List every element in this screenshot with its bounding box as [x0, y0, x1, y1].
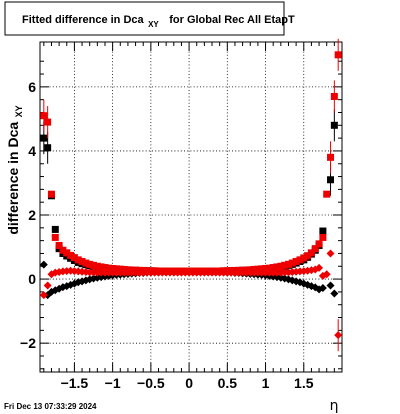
data-markers: [39, 38, 343, 352]
y-axis-label-subscript: XY: [14, 105, 24, 117]
data-point-square: [304, 252, 312, 260]
data-point-square: [319, 233, 327, 241]
data-point-diamond: [318, 284, 327, 293]
data-point-diamond: [326, 281, 335, 290]
data-point-square: [59, 246, 67, 254]
x-tick-label: −1: [105, 375, 121, 391]
data-point-square: [307, 249, 315, 257]
data-point-square: [90, 261, 98, 269]
data-point-square: [311, 245, 319, 253]
x-tick-label: 0: [185, 375, 193, 391]
x-tick-label: −0.5: [137, 375, 165, 391]
data-point-square: [101, 264, 109, 272]
y-axis-label: difference in Dca: [5, 122, 21, 235]
data-point-diamond: [326, 249, 335, 258]
data-point-square: [281, 261, 289, 269]
data-point-square: [82, 259, 90, 267]
footer-timestamp: Fri Dec 13 07:33:29 2024: [4, 402, 97, 411]
data-point-diamond: [330, 289, 339, 298]
plot-frame: [39, 41, 343, 373]
data-point-square: [74, 256, 82, 264]
data-point-square: [97, 263, 105, 271]
data-point-square: [67, 251, 75, 259]
data-point-square: [262, 265, 270, 273]
data-point-square: [70, 254, 78, 262]
series-3: [39, 249, 343, 352]
data-point-square: [323, 190, 331, 198]
x-axis-label: η: [330, 398, 339, 414]
data-point-square: [273, 263, 281, 271]
grid: [40, 42, 342, 372]
y-tick-label: 0: [28, 271, 36, 287]
data-point-square: [78, 257, 86, 265]
data-point-square: [63, 249, 71, 257]
data-point-square: [44, 144, 52, 152]
data-point-diamond: [322, 270, 331, 279]
y-axis-title: difference in Dca XY: [5, 105, 24, 234]
axis-ticks: [40, 42, 342, 372]
data-point-square: [319, 227, 327, 235]
chart-title-subscript: XY: [148, 20, 159, 29]
chart-title: Fitted difference in Dca: [22, 14, 145, 26]
data-point-square: [44, 118, 52, 126]
data-point-diamond: [334, 331, 343, 340]
data-point-square: [288, 259, 296, 267]
data-point-square: [284, 260, 292, 268]
y-tick-label: 2: [28, 207, 36, 223]
data-point-square: [277, 262, 285, 270]
svg-text:Fitted difference in Dca: Fitted difference in Dca XY for Global R…: [22, 10, 295, 31]
series-2: [40, 38, 342, 275]
data-point-square: [315, 240, 323, 248]
data-point-diamond: [43, 281, 52, 290]
data-point-square: [40, 112, 48, 120]
tick-labels: −1.5 −1 −0.5 0 0.5 1 1.5 −2 0 2 4 6: [20, 79, 314, 391]
data-point-square: [105, 264, 113, 272]
x-tick-label: −1.5: [61, 375, 89, 391]
y-tick-label: −2: [20, 335, 36, 351]
data-point-square: [330, 121, 338, 129]
data-point-square: [93, 262, 101, 270]
data-point-square: [51, 225, 59, 233]
data-point-square: [55, 241, 63, 249]
data-point-square: [269, 264, 277, 272]
data-point-square: [327, 176, 335, 184]
data-point-square: [51, 233, 59, 241]
data-point-square: [292, 257, 300, 265]
data-point-diamond: [39, 260, 48, 269]
title-box: Fitted difference in Dca XY for Global R…: [4, 1, 295, 36]
y-tick-label: 6: [28, 79, 36, 95]
x-tick-label: 1.5: [294, 375, 314, 391]
data-point-square: [109, 265, 117, 273]
data-point-square: [265, 264, 273, 272]
data-point-diamond: [315, 263, 324, 272]
data-point-square: [47, 190, 55, 198]
data-point-square: [330, 92, 338, 100]
data-point-square: [334, 51, 342, 59]
chart-title-rest: for Global Rec All EtapT: [169, 14, 295, 26]
data-point-square: [327, 153, 335, 161]
y-tick-label: 4: [28, 143, 36, 159]
data-point-square: [300, 254, 308, 262]
data-point-square: [296, 256, 304, 264]
data-point-diamond: [39, 291, 48, 300]
x-tick-label: 1: [262, 375, 270, 391]
data-point-square: [40, 134, 48, 142]
x-tick-label: 0.5: [218, 375, 238, 391]
data-point-square: [86, 260, 94, 268]
